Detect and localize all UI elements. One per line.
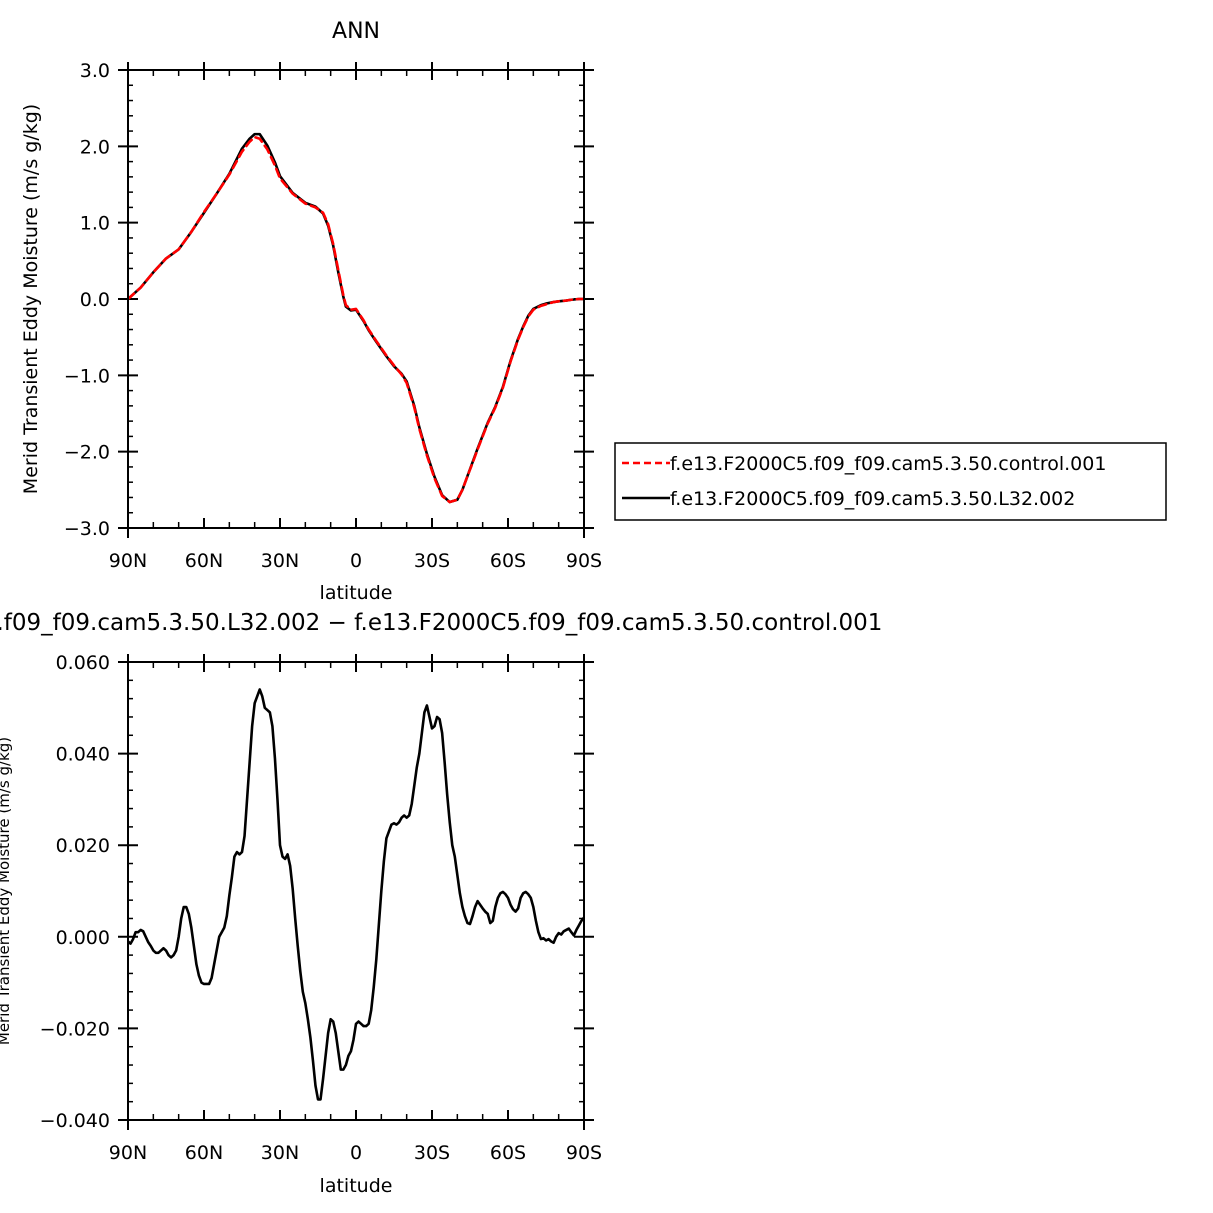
series-line-top-0 [128,135,584,504]
legend: f.e13.F2000C5.f09_f09.cam5.3.50.control.… [614,442,1167,521]
bottom-axis-ticks [118,654,594,1130]
y-tick-label: −0.020 [40,1018,110,1040]
y-tick-label: 0.040 [56,744,110,766]
x-tick-label: 90N [109,1142,147,1164]
top-x-axis-label: latitude [320,582,393,604]
x-tick-label: 0 [350,1142,362,1164]
x-tick-label: 60N [185,1142,223,1164]
bottom-chart-title: f.e13.F2000C5.f09_f09.cam5.3.50.L32.002 … [0,610,882,636]
x-tick-label: 30N [261,1142,299,1164]
bottom-x-tick-labels: 90N 60N 30N 0 30S 60S 90S [109,1142,602,1164]
y-tick-label: −2.0 [64,442,110,464]
top-plot-lines [128,132,584,504]
top-y-tick-labels: −3.0 −2.0 −1.0 0.0 1.0 2.0 3.0 [64,60,110,540]
top-plot-frame [127,69,585,529]
legend-label-control: f.e13.F2000C5.f09_f09.cam5.3.50.control.… [670,453,1106,475]
top-chart-title: ANN [332,19,380,44]
y-tick-label: 3.0 [80,60,110,82]
bottom-plot-lines [128,688,584,1101]
x-tick-label: 90N [109,550,147,572]
bottom-y-tick-labels: −0.040 −0.020 0.000 0.020 0.040 0.060 [40,652,110,1132]
series-line-bottom-0 [128,688,584,1101]
x-tick-label: 30N [261,550,299,572]
legend-label-l32: f.e13.F2000C5.f09_f09.cam5.3.50.L32.002 [670,488,1075,510]
x-tick-label: 30S [414,550,450,572]
series-line-top-1 [128,132,584,504]
x-tick-label: 60S [490,550,526,572]
top-x-tick-labels: 90N 60N 30N 0 30S 60S 90S [109,550,602,572]
y-tick-label: −3.0 [64,518,110,540]
top-panel: ANN Merid Transient Eddy Moisture (m/s g… [20,19,602,604]
y-tick-label: 0.000 [56,927,110,949]
legend-box [614,442,1167,521]
x-tick-label: 0 [350,550,362,572]
x-tick-label: 90S [566,1142,602,1164]
y-tick-label: 0.0 [80,289,110,311]
bottom-y-axis-label: Merid Transient Eddy Moisture (m/s g/kg) [0,737,13,1045]
bottom-x-axis-label: latitude [320,1175,393,1197]
x-tick-label: 30S [414,1142,450,1164]
y-tick-label: 0.020 [56,835,110,857]
y-tick-label: −0.040 [40,1110,110,1132]
top-y-axis-label: Merid Transient Eddy Moisture (m/s g/kg) [20,104,42,494]
x-tick-label: 60S [490,1142,526,1164]
bottom-plot-frame [127,661,585,1121]
y-tick-label: 1.0 [80,213,110,235]
bottom-panel: f.e13.F2000C5.f09_f09.cam5.3.50.L32.002 … [0,610,882,1197]
x-tick-label: 60N [185,550,223,572]
y-tick-label: −1.0 [64,365,110,387]
y-tick-label: 2.0 [80,136,110,158]
y-tick-label: 0.060 [56,652,110,674]
top-axis-ticks [118,62,594,538]
x-tick-label: 90S [566,550,602,572]
